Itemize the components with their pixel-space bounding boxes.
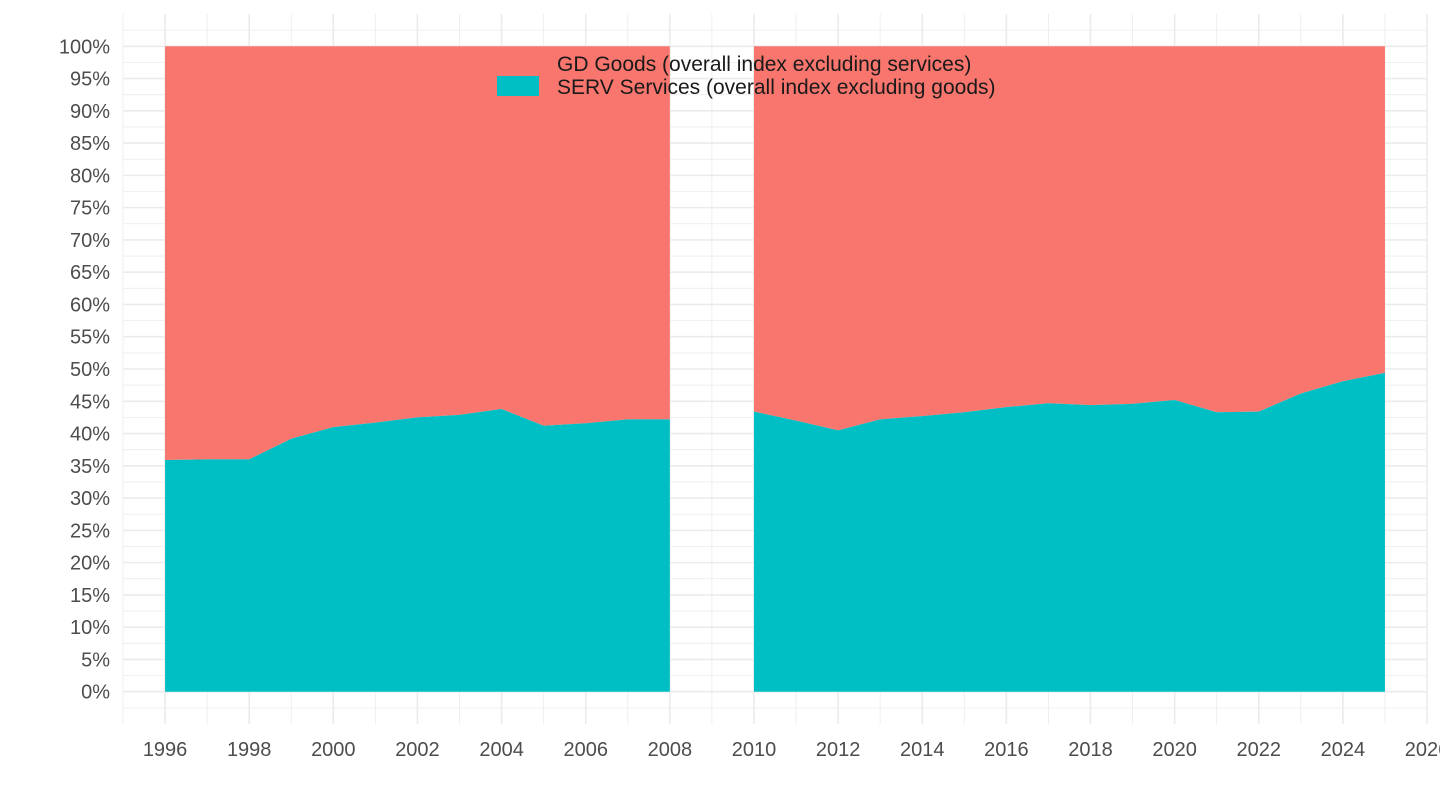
legend-label: SERV Services (overall index excluding g…: [557, 76, 996, 99]
area-series: [165, 46, 1385, 692]
area-services-segment-2: [753, 372, 1385, 692]
x-tick-label: 2026: [1405, 739, 1440, 761]
area-goods-segment-1: [165, 46, 670, 461]
legend: GD Goods (overall index excluding servic…: [497, 53, 996, 99]
x-tick-label: 2024: [1321, 739, 1366, 761]
legend-key: [497, 76, 539, 96]
y-tick-label: 70%: [70, 230, 110, 252]
x-tick-label: 2022: [1236, 739, 1281, 761]
x-tick-label: 2016: [984, 739, 1029, 761]
y-tick-label: 15%: [70, 585, 110, 607]
y-tick-label: 45%: [70, 391, 110, 413]
x-tick-label: 1998: [227, 739, 272, 761]
y-tick-label: 5%: [81, 649, 110, 671]
legend-label: GD Goods (overall index excluding servic…: [557, 53, 971, 76]
y-tick-label: 65%: [70, 262, 110, 284]
y-tick-label: 85%: [70, 133, 110, 155]
y-tick-label: 20%: [70, 553, 110, 575]
x-tick-label: 1996: [143, 739, 188, 761]
x-tick-label: 2006: [563, 739, 608, 761]
x-tick-label: 2008: [648, 739, 693, 761]
x-tick-label: 2004: [479, 739, 524, 761]
y-tick-label: 100%: [59, 36, 110, 58]
x-tick-label: 2012: [816, 739, 861, 761]
y-tick-label: 30%: [70, 488, 110, 510]
y-tick-label: 10%: [70, 617, 110, 639]
x-tick-label: 2010: [732, 739, 777, 761]
x-tick-label: 2020: [1152, 739, 1197, 761]
y-tick-label: 55%: [70, 327, 110, 349]
x-tick-label: 2000: [311, 739, 356, 761]
y-tick-label: 25%: [70, 520, 110, 542]
y-tick-label: 50%: [70, 359, 110, 381]
y-tick-label: 75%: [70, 198, 110, 220]
x-tick-label: 2002: [395, 739, 440, 761]
y-tick-label: 60%: [70, 294, 110, 316]
y-tick-label: 80%: [70, 165, 110, 187]
y-tick-label: 40%: [70, 424, 110, 446]
y-tick-label: 95%: [70, 69, 110, 91]
y-tick-label: 35%: [70, 456, 110, 478]
x-tick-label: 2014: [900, 739, 945, 761]
area-services-segment-1: [165, 409, 670, 692]
axis-labels: 0% 5% 10% 15% 20% 25% 30% 35% 40% 45% 50% 55% 60% 65%…: [59, 36, 1440, 761]
y-tick-label: 0%: [81, 682, 110, 704]
area-goods-segment-2: [753, 46, 1385, 431]
y-tick-label: 90%: [70, 101, 110, 123]
x-tick-label: 2018: [1068, 739, 1113, 761]
